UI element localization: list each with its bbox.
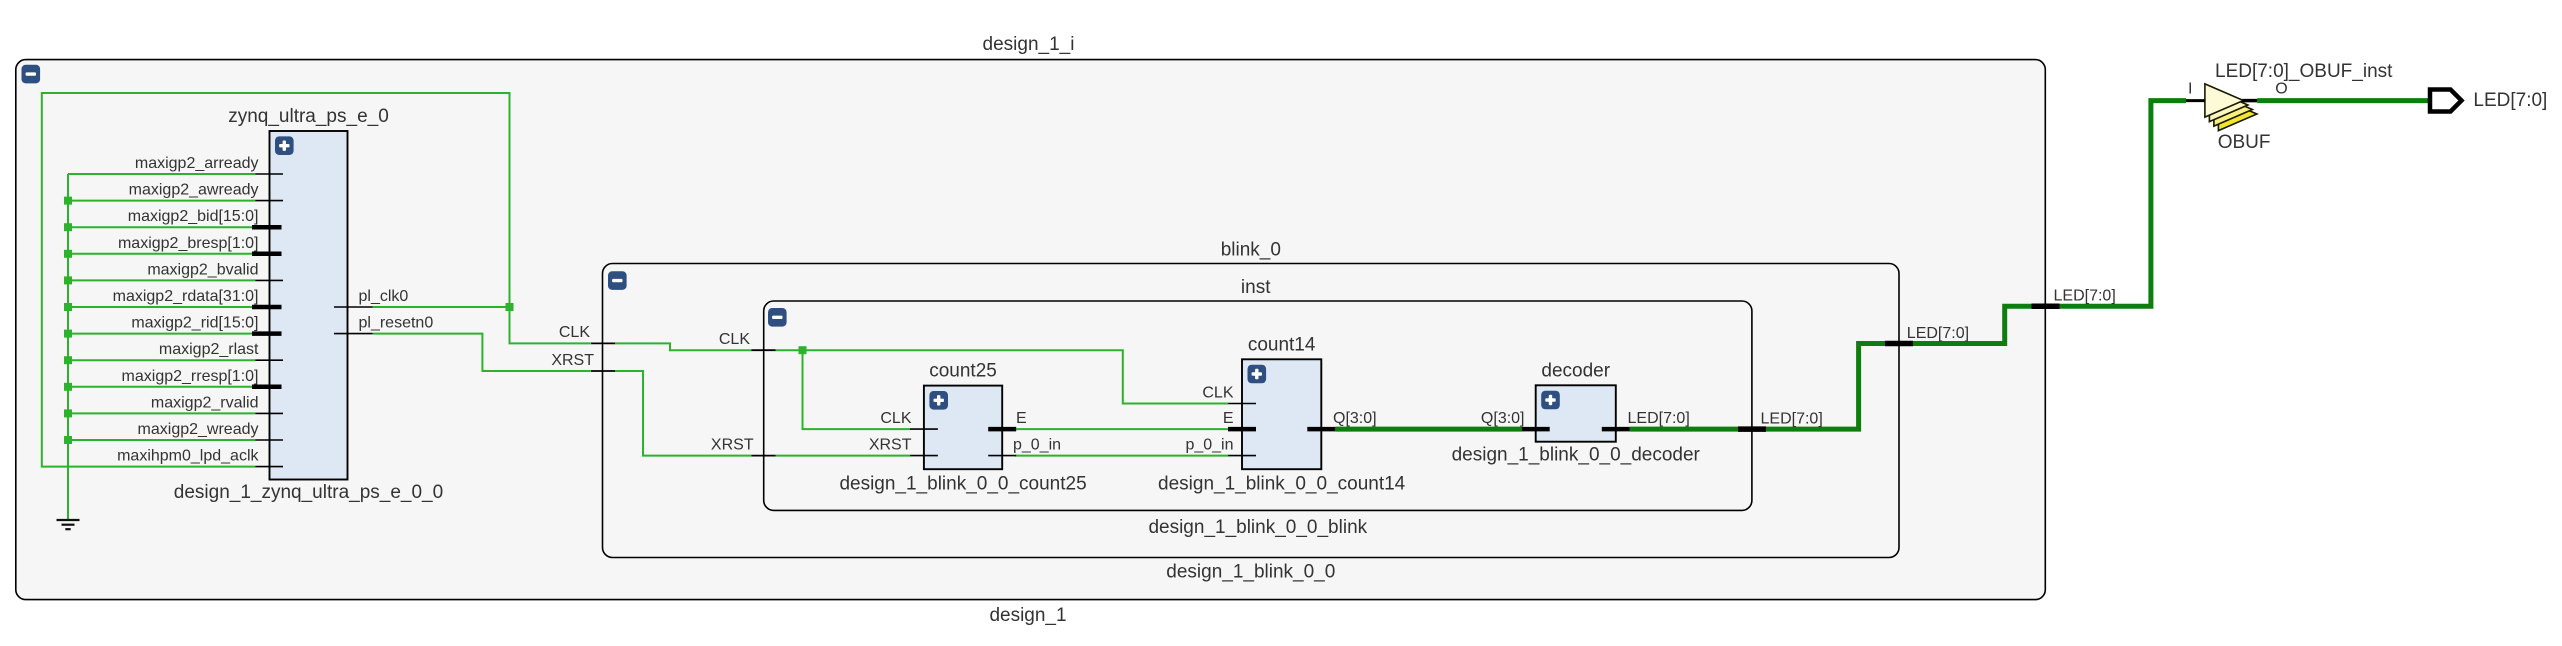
svg-text:maxigp2_rresp[1:0]: maxigp2_rresp[1:0] (122, 368, 259, 385)
svg-text:LED[7:0]: LED[7:0] (2054, 288, 2116, 305)
svg-text:design_1_zynq_ultra_ps_e_0_0: design_1_zynq_ultra_ps_e_0_0 (174, 482, 443, 503)
svg-text:CLK: CLK (880, 410, 911, 427)
svg-text:design_1_blink_0_0_count25: design_1_blink_0_0_count25 (839, 474, 1086, 495)
svg-text:I: I (2188, 81, 2192, 98)
svg-text:E: E (1016, 410, 1027, 427)
svg-text:CLK: CLK (559, 324, 590, 341)
svg-text:design_1_blink_0_0: design_1_blink_0_0 (1166, 562, 1335, 583)
svg-text:maxigp2_awready: maxigp2_awready (129, 182, 259, 199)
svg-text:maxigp2_bresp[1:0]: maxigp2_bresp[1:0] (118, 235, 259, 252)
svg-text:pl_clk0: pl_clk0 (359, 288, 409, 305)
svg-text:design_1_i: design_1_i (983, 34, 1075, 55)
svg-text:design_1_blink_0_0_decoder: design_1_blink_0_0_decoder (1452, 445, 1701, 466)
svg-text:LED[7:0]: LED[7:0] (1628, 410, 1690, 427)
svg-text:maxigp2_wready: maxigp2_wready (138, 421, 259, 438)
svg-text:p_0_in: p_0_in (1185, 437, 1233, 454)
svg-text:inst: inst (1241, 277, 1271, 298)
svg-text:zynq_ultra_ps_e_0: zynq_ultra_ps_e_0 (228, 106, 389, 127)
svg-text:O: O (2275, 81, 2287, 98)
svg-text:maxigp2_rdata[31:0]: maxigp2_rdata[31:0] (113, 288, 259, 305)
svg-text:Q[3:0]: Q[3:0] (1481, 410, 1525, 427)
svg-text:LED[7:0]: LED[7:0] (1907, 325, 1969, 342)
svg-text:decoder: decoder (1541, 360, 1610, 381)
svg-text:pl_resetn0: pl_resetn0 (359, 315, 434, 332)
svg-text:LED[7:0]_OBUF_inst: LED[7:0]_OBUF_inst (2215, 61, 2393, 82)
svg-text:design_1_blink_0_0_blink: design_1_blink_0_0_blink (1148, 517, 1367, 538)
svg-text:blink_0: blink_0 (1221, 240, 1281, 261)
svg-text:CLK: CLK (719, 331, 750, 348)
svg-text:design_1: design_1 (989, 605, 1066, 626)
svg-text:maxigp2_rlast: maxigp2_rlast (159, 341, 259, 358)
svg-text:maxigp2_rid[15:0]: maxigp2_rid[15:0] (131, 315, 258, 332)
svg-text:XRST: XRST (551, 352, 594, 369)
svg-text:OBUF: OBUF (2218, 132, 2271, 153)
svg-text:CLK: CLK (1202, 385, 1233, 402)
svg-text:XRST: XRST (869, 437, 912, 454)
svg-text:maxigp2_bvalid: maxigp2_bvalid (147, 261, 258, 278)
svg-text:maxigp2_rvalid: maxigp2_rvalid (151, 394, 259, 411)
svg-text:maxigp2_bid[15:0]: maxigp2_bid[15:0] (128, 208, 259, 225)
svg-text:E: E (1223, 410, 1234, 427)
svg-text:design_1_blink_0_0_count14: design_1_blink_0_0_count14 (1158, 474, 1406, 495)
svg-text:LED[7:0]: LED[7:0] (1761, 410, 1823, 427)
svg-text:count25: count25 (929, 361, 997, 382)
svg-text:count14: count14 (1248, 334, 1316, 355)
svg-text:Q[3:0]: Q[3:0] (1333, 410, 1377, 427)
svg-text:maxigp2_arready: maxigp2_arready (135, 155, 259, 172)
svg-text:LED[7:0]: LED[7:0] (2473, 90, 2547, 111)
svg-text:XRST: XRST (711, 437, 754, 454)
svg-text:p_0_in: p_0_in (1013, 437, 1061, 454)
svg-text:maxihpm0_lpd_aclk: maxihpm0_lpd_aclk (117, 448, 259, 465)
